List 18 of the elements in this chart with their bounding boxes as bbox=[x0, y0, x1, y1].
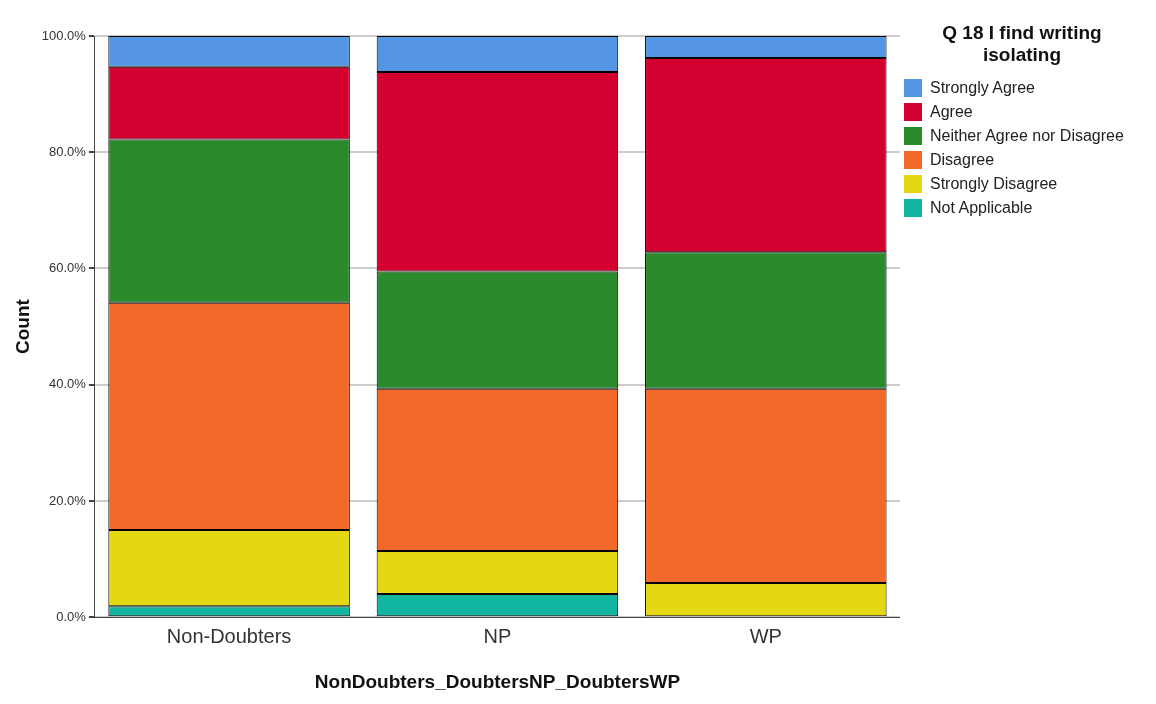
legend-label: Agree bbox=[930, 103, 973, 121]
x-tick-label: WP bbox=[749, 624, 782, 647]
legend-title: Q 18 I find writing isolating bbox=[941, 22, 1103, 66]
y-tick-label: 40.0% bbox=[49, 376, 87, 392]
y-tick-label: 0.0% bbox=[56, 608, 87, 624]
x-tick-label: NP bbox=[483, 624, 512, 647]
legend-label: Strongly Agree bbox=[930, 79, 1035, 97]
y-tick-label: 80.0% bbox=[49, 143, 87, 159]
y-tick-label: 20.0% bbox=[49, 492, 87, 508]
legend-label: Neither Agree nor Disagree bbox=[930, 127, 1124, 145]
y-tick-label: 100.0% bbox=[41, 27, 87, 43]
x-tick-label: Non-Doubters bbox=[166, 624, 292, 647]
legend-label: Disagree bbox=[930, 151, 995, 169]
x-axis-title: NonDoubters_DoubtersNP_DoubtersWP bbox=[314, 670, 681, 692]
legend-label: Not Applicable bbox=[930, 199, 1033, 217]
y-tick-label: 60.0% bbox=[49, 260, 87, 276]
y-axis-title: Count bbox=[11, 298, 33, 355]
legend-label: Strongly Disagree bbox=[930, 175, 1058, 193]
